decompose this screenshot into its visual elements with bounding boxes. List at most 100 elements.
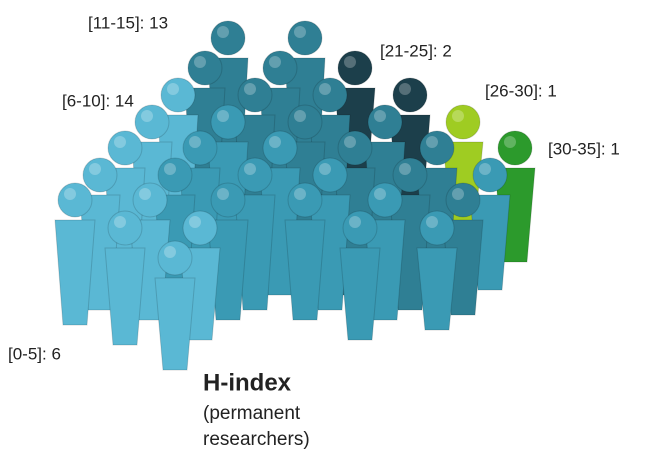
figure-highlight xyxy=(452,188,464,200)
figure-highlight xyxy=(319,83,331,95)
subtitle: researchers) xyxy=(203,429,310,450)
figure-highlight xyxy=(114,216,126,228)
figure-head xyxy=(419,210,455,246)
figure-body xyxy=(339,247,381,341)
figure-head xyxy=(262,50,298,86)
figures xyxy=(54,20,536,371)
person-figure xyxy=(104,210,146,346)
figure-highlight xyxy=(141,110,153,122)
figure-head xyxy=(182,130,218,166)
figure-highlight xyxy=(244,163,256,175)
figure-highlight xyxy=(217,188,229,200)
figure-highlight xyxy=(139,188,151,200)
figure-highlight xyxy=(294,26,306,38)
figure-head xyxy=(342,210,378,246)
group-label: [30-35]: 1 xyxy=(548,139,620,158)
figure-body xyxy=(284,219,326,321)
figure-head xyxy=(392,77,428,113)
figure-highlight xyxy=(244,83,256,95)
figure-highlight xyxy=(64,188,76,200)
figure-highlight xyxy=(164,246,176,258)
figure-head xyxy=(132,182,168,218)
figure-head xyxy=(187,50,223,86)
figure-head xyxy=(157,157,193,193)
group-label: [0-5]: 6 xyxy=(8,344,61,363)
figure-highlight xyxy=(217,26,229,38)
figure-head xyxy=(237,77,273,113)
figure-head xyxy=(237,157,273,193)
figure-highlight xyxy=(399,163,411,175)
figure-highlight xyxy=(189,136,201,148)
figure-head xyxy=(445,104,481,140)
person-figure xyxy=(339,210,381,341)
figure-highlight xyxy=(269,136,281,148)
person-figure xyxy=(469,157,511,291)
figure-head xyxy=(497,130,533,166)
figure-head xyxy=(107,130,143,166)
figure-head xyxy=(82,157,118,193)
figure-highlight xyxy=(194,56,206,68)
figure-highlight xyxy=(217,110,229,122)
figure-head xyxy=(445,182,481,218)
group-label: [11-15]: 13 xyxy=(88,13,168,32)
figure-highlight xyxy=(269,56,281,68)
subtitle: (permanent xyxy=(203,403,301,424)
figure-head xyxy=(210,104,246,140)
figure-head xyxy=(367,104,403,140)
person-figure xyxy=(154,240,196,371)
figure-head xyxy=(287,104,323,140)
person-figure xyxy=(284,182,326,321)
figure-highlight xyxy=(344,136,356,148)
figure-head xyxy=(472,157,508,193)
figure-highlight xyxy=(479,163,491,175)
figure-head xyxy=(312,77,348,113)
figure-head xyxy=(160,77,196,113)
figure-head xyxy=(210,182,246,218)
figure-head xyxy=(182,210,218,246)
figure-head xyxy=(287,20,323,56)
person-figure xyxy=(416,210,458,331)
group-label: [21-25]: 2 xyxy=(380,41,452,60)
figure-highlight xyxy=(374,188,386,200)
figure-head xyxy=(134,104,170,140)
figure-body xyxy=(416,247,458,331)
figure-head xyxy=(107,210,143,246)
figure-head xyxy=(262,130,298,166)
figure-highlight xyxy=(114,136,126,148)
figure-highlight xyxy=(426,216,438,228)
figure-body xyxy=(154,277,196,371)
figure-body xyxy=(54,219,96,326)
figure-highlight xyxy=(399,83,411,95)
person-figure xyxy=(54,182,96,326)
figure-highlight xyxy=(504,136,516,148)
figure-highlight xyxy=(294,188,306,200)
group-label: [6-10]: 14 xyxy=(62,91,134,110)
figure-head xyxy=(57,182,93,218)
figure-head xyxy=(419,130,455,166)
figure-highlight xyxy=(164,163,176,175)
figure-highlight xyxy=(319,163,331,175)
figure-head xyxy=(337,50,373,86)
figure-highlight xyxy=(189,216,201,228)
figure-head xyxy=(287,182,323,218)
figure-head xyxy=(312,157,348,193)
figure-head xyxy=(157,240,193,276)
group-label: [26-30]: 1 xyxy=(485,81,557,100)
figure-highlight xyxy=(344,56,356,68)
figure-head xyxy=(367,182,403,218)
figure-highlight xyxy=(426,136,438,148)
figure-highlight xyxy=(294,110,306,122)
figure-highlight xyxy=(452,110,464,122)
figure-body xyxy=(104,247,146,346)
person-figure xyxy=(207,182,249,321)
figure-highlight xyxy=(374,110,386,122)
title: H-index xyxy=(203,369,292,396)
figure-highlight xyxy=(349,216,361,228)
figure-highlight xyxy=(89,163,101,175)
figure-head xyxy=(392,157,428,193)
figure-head xyxy=(210,20,246,56)
figure-highlight xyxy=(167,83,179,95)
figure-head xyxy=(337,130,373,166)
